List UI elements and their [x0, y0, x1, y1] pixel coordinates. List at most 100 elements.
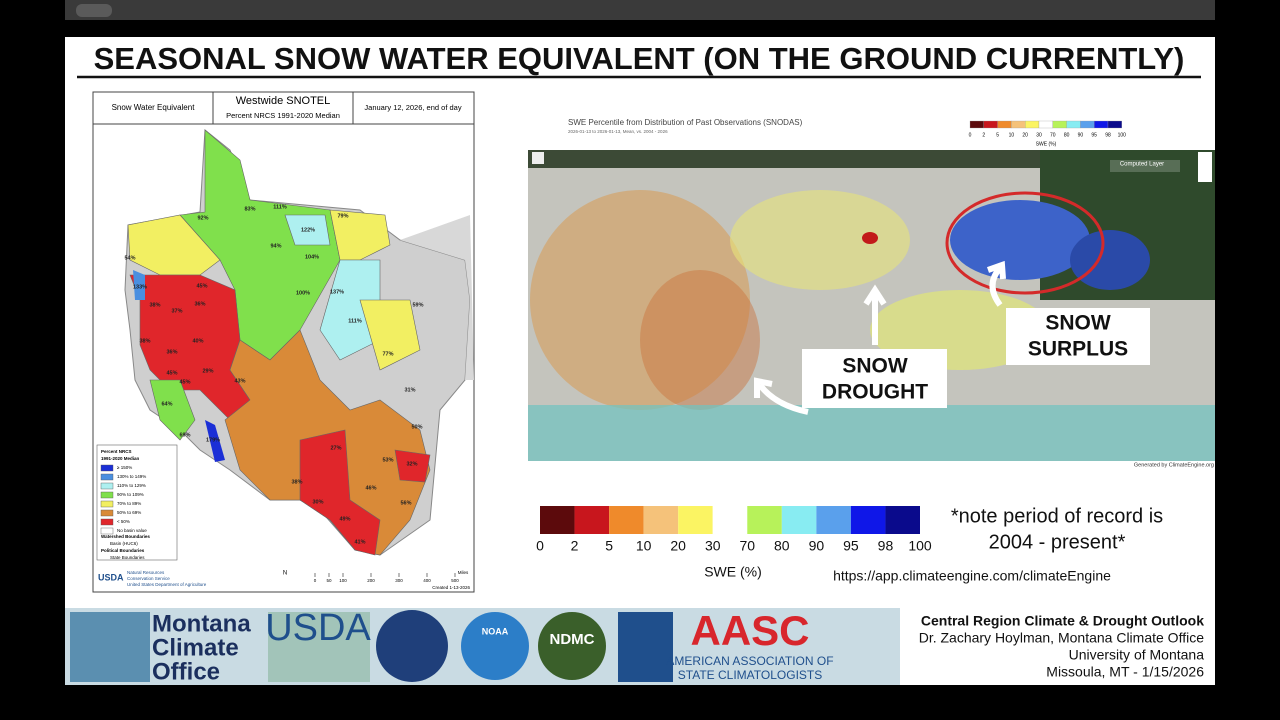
legend-swatch — [747, 506, 782, 534]
snotel-labels: Snow Water Equivalent Westwide SNOTEL Perc… — [98, 95, 470, 590]
basin-region — [284, 214, 331, 246]
basin-region — [359, 299, 421, 371]
map-region — [528, 150, 1040, 168]
basin-label: 29% — [202, 368, 213, 374]
mini-tick: 98 — [1105, 132, 1111, 138]
mini-swatch — [1094, 120, 1109, 129]
legend-label: 70% to 89% — [117, 501, 141, 506]
noaa-logo — [461, 612, 529, 680]
mini-swatch — [1052, 120, 1067, 129]
aasc-logo-text: AASC — [690, 607, 809, 654]
agency-line: Conservation Service — [127, 576, 170, 581]
legend-swatch — [100, 518, 114, 526]
map-region — [862, 232, 878, 244]
agency-line: Natural Resources — [127, 570, 165, 575]
mini-swatch — [983, 120, 998, 129]
legend-tick: 30 — [705, 538, 721, 554]
legend-swatch — [574, 506, 610, 534]
scale-label: 200 — [367, 578, 375, 583]
legend-swatch — [100, 464, 114, 472]
basin-label: 59% — [412, 302, 423, 308]
basin-label: 45% — [179, 379, 190, 385]
agency-block — [96, 568, 188, 588]
mini-swatch — [1025, 120, 1040, 129]
snotel-map — [92, 91, 475, 593]
zoom-control[interactable] — [1198, 152, 1212, 182]
scale-label: 300 — [395, 578, 403, 583]
map-region — [730, 190, 910, 290]
callout-text: SNOW — [1045, 312, 1111, 335]
legend-swatch — [609, 506, 644, 534]
mini-swatch — [1107, 120, 1122, 129]
layer-button: Computed Layer — [1120, 162, 1164, 168]
legend-tick: 10 — [636, 538, 652, 554]
legend-text: Political Boundaries — [101, 548, 145, 553]
map-region — [528, 405, 1215, 461]
fullscreen-button[interactable] — [532, 152, 544, 164]
legend-title: Percent NRCS — [101, 449, 132, 454]
period-note: *note period of record is — [951, 505, 1163, 527]
map-title: SWE Percentile from Distribution of Past… — [568, 118, 803, 127]
legend-tick: 20 — [670, 538, 686, 554]
map-network: Westwide SNOTEL — [236, 95, 331, 107]
arrow — [986, 260, 1006, 307]
mini-swatch — [969, 120, 984, 129]
legend-text: State Boundaries — [110, 555, 145, 560]
basin-label: 30% — [312, 499, 323, 505]
basin-label: 46% — [365, 485, 376, 491]
legend-swatch — [781, 506, 817, 534]
slide-title: SEASONAL SNOW WATER EQUIVALENT (ON THE G… — [94, 41, 1185, 76]
mini-swatch — [1038, 120, 1053, 129]
basin-label: 49% — [339, 516, 350, 522]
basin-label: 38% — [149, 302, 160, 308]
basin-region — [394, 449, 431, 483]
basin-label: 69% — [179, 432, 190, 438]
noaa-logo-text: NOAA — [482, 626, 509, 636]
scale-unit: Miles — [458, 570, 469, 575]
arrow — [863, 284, 887, 345]
layer-control[interactable] — [1110, 160, 1180, 172]
legend-title: 1991-2020 Median — [101, 456, 140, 461]
ndmc-logo-text: NDMC — [550, 631, 595, 648]
arrow — [754, 377, 809, 415]
mini-tick: 70 — [1050, 132, 1056, 138]
basin-label: 38% — [139, 338, 150, 344]
snodas-labels: SWE Percentile from Distribution of Past… — [568, 118, 1214, 468]
legend-label: No basin value — [117, 528, 147, 533]
legend-swatch — [678, 506, 713, 534]
map-variable: Snow Water Equivalent — [112, 103, 196, 112]
basin-label: 83% — [244, 206, 255, 212]
basin-label: 111% — [273, 204, 287, 210]
legend-tick: 80 — [774, 538, 790, 554]
footer-line: University of Montana — [1069, 647, 1205, 663]
map-region — [640, 270, 760, 410]
basin-label: 40% — [192, 338, 203, 344]
top-button[interactable] — [76, 4, 112, 17]
legend-label: 50% to 69% — [117, 510, 141, 515]
basin-label: 43% — [234, 378, 245, 384]
basin-label: 54% — [124, 255, 135, 261]
map-date: January 12, 2026, end of day — [364, 103, 461, 112]
legend-swatch — [643, 506, 679, 534]
basin-label: 53% — [382, 457, 393, 463]
mco-logo-text: Office — [152, 658, 220, 685]
legend-tick: 0 — [536, 538, 544, 554]
usda-logo-mark — [268, 612, 370, 682]
ndmc-logo — [538, 612, 606, 680]
mini-swatch — [1080, 120, 1095, 129]
basin-label: 38% — [291, 479, 302, 485]
mini-tick: 5 — [996, 132, 999, 138]
aasc-logo-mark — [618, 612, 673, 682]
basin-label: 31% — [404, 387, 415, 393]
basin-label: 32% — [406, 461, 417, 467]
callout-text: SNOW — [842, 355, 908, 378]
mini-swatch — [1066, 120, 1081, 129]
basin-region — [133, 270, 145, 300]
mini-tick: 95 — [1091, 132, 1097, 138]
mco-logo-text: Montana — [152, 610, 251, 637]
scale-label: 50 — [326, 578, 332, 583]
scale-label: 100 — [339, 578, 347, 583]
legend-swatch — [540, 506, 575, 534]
mini-tick: 80 — [1064, 132, 1070, 138]
